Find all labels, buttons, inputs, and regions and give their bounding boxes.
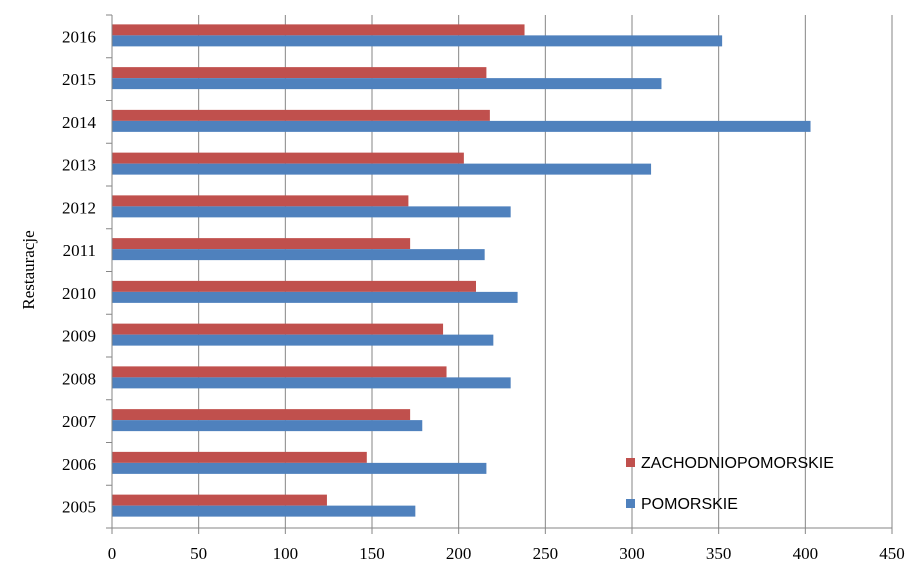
y-tick-label-2009: 2009 xyxy=(62,327,96,346)
bar-pomorskie-2007 xyxy=(112,420,423,432)
x-tick-label-350: 350 xyxy=(706,544,732,563)
bar-pomorskie-2005 xyxy=(112,505,416,517)
bar-zachodniopomorskie-2007 xyxy=(112,409,411,421)
y-tick-label-2015: 2015 xyxy=(62,70,96,89)
legend-swatch-zachodniopomorskie xyxy=(626,458,635,467)
x-tick-label-0: 0 xyxy=(108,544,117,563)
tick-labels: 0 50 100 150 200 250 300 350 400 450 2005 2006 2007 2… xyxy=(62,27,905,563)
bar-zachodniopomorskie-2008 xyxy=(112,366,447,378)
y-tick-label-2006: 2006 xyxy=(62,455,96,474)
y-tick-label-2008: 2008 xyxy=(62,369,96,388)
y-tick-label-2005: 2005 xyxy=(62,498,96,517)
legend-swatch-pomorskie xyxy=(626,499,635,508)
x-tick-label-250: 250 xyxy=(533,544,559,563)
bar-zachodniopomorskie-2011 xyxy=(112,238,411,250)
y-tick-label-2016: 2016 xyxy=(62,27,96,46)
y-tick-label-2012: 2012 xyxy=(62,198,96,217)
bars xyxy=(112,24,811,517)
legend: ZACHODNIOPOMORSKIE POMORSKIE xyxy=(626,455,834,513)
x-tick-label-200: 200 xyxy=(446,544,472,563)
y-axis-title: Restauracje xyxy=(19,230,38,309)
legend-label-pomorskie: POMORSKIE xyxy=(641,496,738,513)
x-tick-label-450: 450 xyxy=(879,544,905,563)
x-tick-label-100: 100 xyxy=(273,544,299,563)
y-tick-label-2010: 2010 xyxy=(62,284,96,303)
legend-label-zachodniopomorskie: ZACHODNIOPOMORSKIE xyxy=(641,455,834,472)
bar-pomorskie-2006 xyxy=(112,462,487,474)
bar-pomorskie-2013 xyxy=(112,163,652,175)
bar-zachodniopomorskie-2012 xyxy=(112,195,409,207)
x-tick-label-150: 150 xyxy=(359,544,385,563)
bar-zachodniopomorskie-2005 xyxy=(112,494,327,506)
y-tick-label-2014: 2014 xyxy=(62,113,97,132)
bar-zachodniopomorskie-2009 xyxy=(112,323,444,335)
bar-pomorskie-2008 xyxy=(112,377,511,389)
gridlines xyxy=(198,15,893,528)
x-tick-label-300: 300 xyxy=(619,544,645,563)
y-tick-label-2013: 2013 xyxy=(62,156,96,175)
bar-pomorskie-2009 xyxy=(112,334,494,346)
bar-pomorskie-2010 xyxy=(112,291,518,303)
y-tick-label-2011: 2011 xyxy=(63,241,96,260)
y-tick-label-2007: 2007 xyxy=(62,412,97,431)
bar-pomorskie-2011 xyxy=(112,249,485,261)
bar-pomorskie-2016 xyxy=(112,35,723,47)
bar-pomorskie-2014 xyxy=(112,120,811,132)
bar-pomorskie-2015 xyxy=(112,78,662,90)
bar-zachodniopomorskie-2015 xyxy=(112,67,487,79)
x-tick-label-400: 400 xyxy=(793,544,819,563)
axes xyxy=(106,14,893,534)
x-tick-label-50: 50 xyxy=(190,544,207,563)
bar-zachodniopomorskie-2014 xyxy=(112,109,490,121)
bar-zachodniopomorskie-2013 xyxy=(112,152,464,164)
bar-zachodniopomorskie-2010 xyxy=(112,280,476,292)
bar-zachodniopomorskie-2006 xyxy=(112,451,367,463)
bar-pomorskie-2012 xyxy=(112,206,511,218)
bar-zachodniopomorskie-2016 xyxy=(112,24,525,36)
